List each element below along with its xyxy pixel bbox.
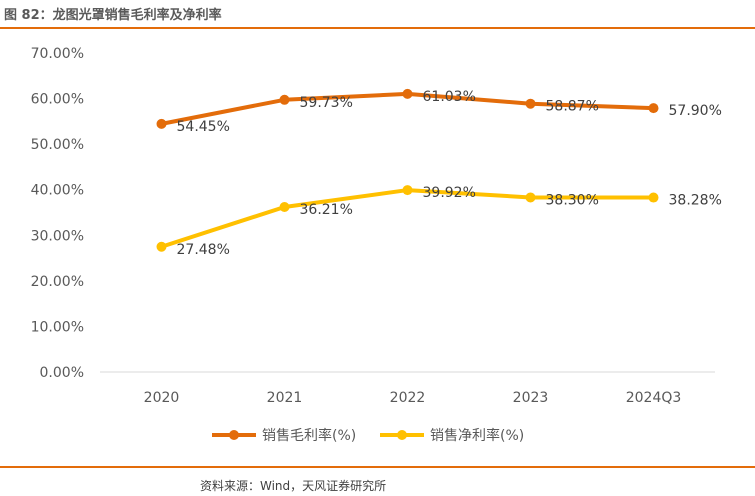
y-tick-label: 10.00% xyxy=(31,319,84,335)
data-label: 36.21% xyxy=(300,202,353,218)
legend-label: 销售净利率(%) xyxy=(430,427,524,444)
data-label: 61.03% xyxy=(423,89,476,105)
data-point xyxy=(525,98,536,109)
legend-label: 销售毛利率(%) xyxy=(262,427,356,444)
top-divider xyxy=(0,27,755,29)
y-tick-label: 50.00% xyxy=(31,137,84,153)
data-label: 59.73% xyxy=(300,95,353,111)
data-point xyxy=(525,192,536,203)
legend-marker xyxy=(397,430,407,440)
series-layer: 54.45% 59.73% 61.03% 58.87% 57.90% 27.48% 36.2… xyxy=(156,88,722,258)
data-point xyxy=(279,94,290,105)
x-tick-label: 2022 xyxy=(390,390,426,406)
data-label: 39.92% xyxy=(423,185,476,201)
series-2: 27.48% 36.21% 39.92% 38.30% 38.28% xyxy=(156,185,722,258)
data-point xyxy=(402,185,413,196)
x-axis: 2020 2021 2022 2023 2024Q3 xyxy=(144,390,682,406)
data-point xyxy=(648,192,659,203)
y-tick-label: 40.00% xyxy=(31,183,84,199)
series-1: 54.45% 59.73% 61.03% 58.87% 57.90% xyxy=(156,88,722,135)
y-axis: 0.00% 10.00% 20.00% 30.00% 40.00% 50.00% 60.00… xyxy=(31,46,84,381)
line-chart: 0.00% 10.00% 20.00% 30.00% 40.00% 50.00% 60.00… xyxy=(31,46,722,444)
legend-marker xyxy=(229,430,239,440)
x-tick-label: 2023 xyxy=(513,390,549,406)
data-label: 27.48% xyxy=(177,242,230,258)
data-label: 38.30% xyxy=(546,192,599,208)
y-tick-label: 0.00% xyxy=(40,365,84,381)
y-tick-label: 60.00% xyxy=(31,92,84,108)
x-tick-label: 2024Q3 xyxy=(626,390,682,406)
source-note: 资料来源：Wind，天风证券研究所 xyxy=(200,479,387,493)
y-tick-label: 30.00% xyxy=(31,228,84,244)
figure-title: 图 82：龙图光罩销售毛利率及净利率 xyxy=(4,8,222,23)
data-label: 57.90% xyxy=(669,103,722,119)
data-point xyxy=(279,201,290,212)
legend: 销售毛利率(%) 销售净利率(%) xyxy=(212,427,524,444)
x-tick-label: 2020 xyxy=(144,390,180,406)
bottom-divider xyxy=(0,466,755,468)
x-tick-label: 2021 xyxy=(267,390,303,406)
data-point xyxy=(156,241,167,252)
data-point xyxy=(402,88,413,99)
data-point xyxy=(156,118,167,129)
data-point xyxy=(648,103,659,114)
y-tick-label: 20.00% xyxy=(31,274,84,290)
y-tick-label: 70.00% xyxy=(31,46,84,62)
data-label: 54.45% xyxy=(177,119,230,135)
data-label: 38.28% xyxy=(669,193,722,209)
data-label: 58.87% xyxy=(546,99,599,115)
